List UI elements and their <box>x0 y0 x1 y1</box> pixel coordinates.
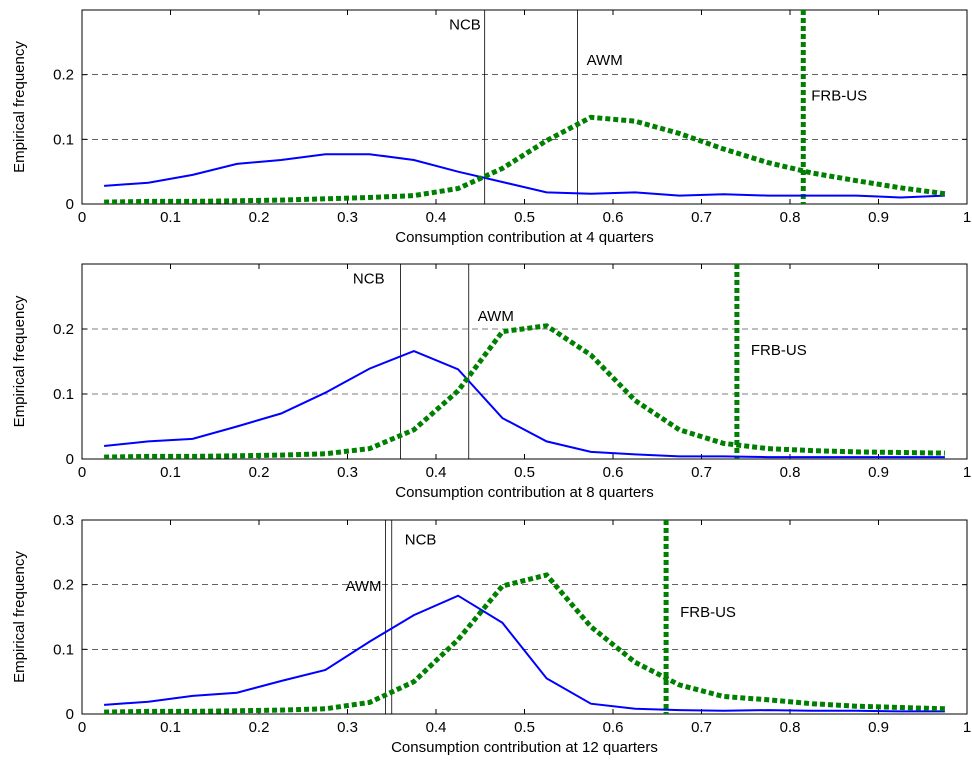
x-tick-label: 0.8 <box>780 209 801 226</box>
x-tick-label: 0.7 <box>691 209 712 226</box>
x-tick-label: 0.7 <box>691 719 712 736</box>
x-tick-label: 0.9 <box>868 209 889 226</box>
y-tick-label: 0.1 <box>53 386 74 403</box>
x-tick-label: 0.1 <box>160 719 181 736</box>
x-axis-label: Consumption contribution at 12 quarters <box>391 739 658 756</box>
x-tick-label: 0.5 <box>514 464 535 481</box>
vline-label-frb-us: FRB-US <box>811 88 867 105</box>
x-tick-label: 1 <box>963 464 971 481</box>
vline-label-awm: AWM <box>587 52 623 69</box>
chart-panel-2: 0 0.1 0.2 0.3 0.4 0.5 0.6 0.7 0.8 0.9 1 0 0.1 0.2 Cons… <box>11 263 971 501</box>
y-tick-label: 0 <box>66 706 74 723</box>
x-tick-label: 0.9 <box>868 464 889 481</box>
x-tick-label: 0.9 <box>868 719 889 736</box>
chart-panel-1: 0 0.1 0.2 0.3 0.4 0.5 0.6 0.7 0.8 0.9 1 0 0.1 0.2 Cons… <box>11 9 971 246</box>
x-tick-label: 1 <box>963 719 971 736</box>
x-tick-label: 0.5 <box>514 209 535 226</box>
y-tick-label: 0.3 <box>53 512 74 529</box>
x-tick-label: 0.1 <box>160 209 181 226</box>
x-tick-label: 0.2 <box>249 209 270 226</box>
x-tick-label: 0 <box>78 719 86 736</box>
x-tick-label: 1 <box>963 209 971 226</box>
vline-label-frb-us: FRB-US <box>680 604 736 621</box>
y-tick-label: 0.2 <box>53 577 74 594</box>
series-line-solid <box>104 153 945 199</box>
x-tick-label: 0.5 <box>514 719 535 736</box>
y-tick-label: 0 <box>66 196 74 213</box>
y-axis-label: Empirical frequency <box>11 295 28 427</box>
series-line-solid <box>103 350 945 459</box>
y-tick-label: 0.2 <box>53 321 74 338</box>
series-line-dotted <box>104 323 945 459</box>
x-tick-label: 0.1 <box>160 464 181 481</box>
x-tick-label: 0.4 <box>426 464 447 481</box>
x-tick-label: 0 <box>78 464 86 481</box>
x-axis-label: Consumption contribution at 8 quarters <box>395 484 653 501</box>
y-tick-label: 0.1 <box>53 641 74 658</box>
chart-panel-3: 0 0.1 0.2 0.3 0.4 0.5 0.6 0.7 0.8 0.9 1 0 0.1 0.2 0.3 C… <box>11 512 971 756</box>
vline-label-ncb: NCB <box>405 532 437 549</box>
x-tick-label: 0.3 <box>337 209 358 226</box>
vline-label-awm: AWM <box>345 578 381 595</box>
x-tick-label: 0.6 <box>603 209 624 226</box>
vline-label-ncb: NCB <box>449 16 481 33</box>
x-tick-label: 0.8 <box>780 464 801 481</box>
x-tick-label: 0.6 <box>603 464 624 481</box>
series-line-dotted <box>104 572 945 714</box>
vline-label-frb-us: FRB-US <box>751 342 807 359</box>
series-line-dotted <box>104 114 946 204</box>
y-tick-label: 0 <box>66 451 74 468</box>
plot-area <box>103 264 945 459</box>
x-tick-label: 0.6 <box>603 719 624 736</box>
plot-area <box>104 10 946 204</box>
plot-area <box>104 520 945 714</box>
x-tick-label: 0 <box>78 209 86 226</box>
x-tick-label: 0.7 <box>691 464 712 481</box>
vline-label-awm: AWM <box>478 308 514 325</box>
x-tick-label: 0.4 <box>426 719 447 736</box>
x-tick-label: 0.2 <box>249 719 270 736</box>
y-tick-label: 0.1 <box>53 131 74 148</box>
x-tick-label: 0.4 <box>426 209 447 226</box>
y-axis-label: Empirical frequency <box>11 41 28 173</box>
y-axis-label: Empirical frequency <box>11 551 28 683</box>
x-tick-label: 0.2 <box>249 464 270 481</box>
series-line-solid <box>104 594 945 713</box>
x-tick-label: 0.3 <box>337 719 358 736</box>
x-tick-label: 0.8 <box>780 719 801 736</box>
x-axis-label: Consumption contribution at 4 quarters <box>395 229 653 246</box>
vline-label-ncb: NCB <box>353 271 385 288</box>
y-tick-label: 0.2 <box>53 67 74 84</box>
x-tick-label: 0.3 <box>337 464 358 481</box>
